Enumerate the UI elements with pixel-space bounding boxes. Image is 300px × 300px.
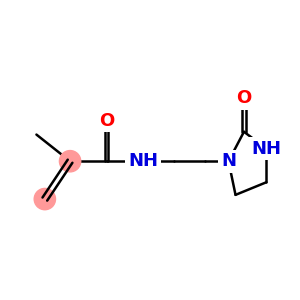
Text: N: N xyxy=(221,152,236,170)
Circle shape xyxy=(59,151,81,172)
Circle shape xyxy=(34,188,56,210)
Text: NH: NH xyxy=(251,140,281,158)
Text: O: O xyxy=(236,89,252,107)
Text: NH: NH xyxy=(128,152,158,170)
Text: O: O xyxy=(99,112,114,130)
